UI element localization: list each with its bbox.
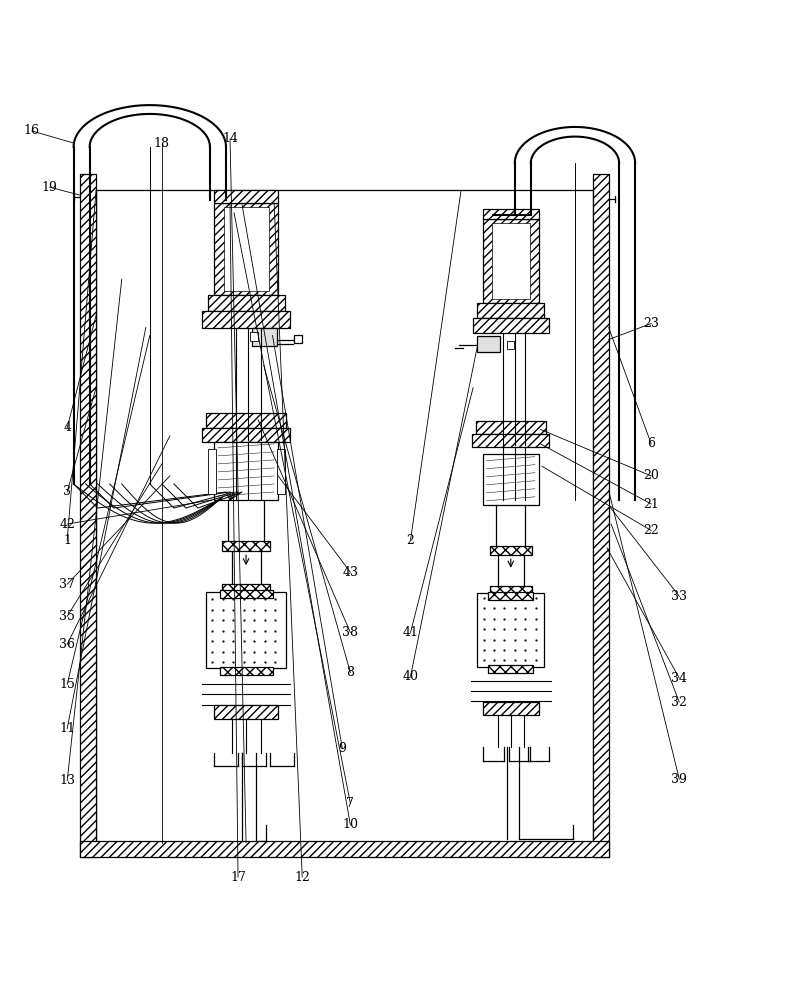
Bar bbox=[220, 590, 273, 598]
Text: 33: 33 bbox=[671, 590, 687, 603]
Text: 12: 12 bbox=[295, 871, 310, 884]
Bar bbox=[483, 702, 539, 715]
Bar bbox=[222, 541, 270, 551]
Text: 15: 15 bbox=[60, 678, 75, 691]
Text: 6: 6 bbox=[647, 437, 655, 450]
Bar bbox=[476, 421, 546, 434]
Text: 18: 18 bbox=[154, 137, 170, 150]
Text: 16: 16 bbox=[24, 124, 40, 137]
Bar bbox=[477, 593, 544, 667]
Text: 1: 1 bbox=[63, 534, 71, 547]
Text: 10: 10 bbox=[342, 818, 358, 831]
Bar bbox=[214, 705, 279, 719]
Text: 36: 36 bbox=[60, 638, 75, 651]
Text: 11: 11 bbox=[60, 722, 75, 735]
Text: 38: 38 bbox=[342, 626, 358, 639]
Text: 17: 17 bbox=[230, 871, 246, 884]
Bar bbox=[477, 336, 500, 352]
Bar bbox=[208, 295, 285, 311]
Text: 4: 4 bbox=[63, 421, 71, 434]
Bar bbox=[214, 442, 279, 500]
Bar bbox=[592, 174, 609, 857]
Bar bbox=[294, 335, 302, 343]
Bar bbox=[208, 449, 216, 494]
Text: 32: 32 bbox=[671, 696, 687, 709]
Text: 19: 19 bbox=[42, 181, 57, 194]
Text: 9: 9 bbox=[338, 742, 346, 755]
Text: 2: 2 bbox=[407, 534, 415, 547]
Text: 42: 42 bbox=[60, 518, 75, 531]
Bar bbox=[224, 207, 269, 291]
Bar bbox=[214, 203, 279, 295]
Bar bbox=[80, 174, 96, 857]
Text: 23: 23 bbox=[643, 317, 659, 330]
Text: 40: 40 bbox=[402, 670, 419, 683]
Bar bbox=[202, 428, 290, 442]
Bar bbox=[206, 592, 287, 668]
Bar bbox=[492, 223, 530, 299]
Bar bbox=[490, 546, 531, 555]
Bar bbox=[220, 667, 273, 675]
Bar bbox=[483, 219, 539, 303]
Bar bbox=[473, 318, 548, 333]
Bar bbox=[507, 341, 514, 349]
Bar bbox=[483, 454, 539, 505]
Text: 43: 43 bbox=[342, 566, 358, 579]
Bar bbox=[222, 584, 270, 594]
Bar bbox=[473, 434, 549, 447]
Bar bbox=[206, 413, 287, 428]
Text: 41: 41 bbox=[402, 626, 419, 639]
Text: 20: 20 bbox=[643, 469, 659, 482]
Text: 3: 3 bbox=[63, 485, 71, 498]
Bar bbox=[489, 592, 533, 600]
Bar bbox=[483, 209, 539, 219]
Text: 35: 35 bbox=[60, 610, 75, 623]
Bar bbox=[250, 332, 258, 341]
Bar bbox=[277, 449, 285, 494]
Text: 34: 34 bbox=[671, 672, 687, 685]
Bar bbox=[477, 303, 544, 318]
Bar bbox=[253, 328, 277, 346]
Text: 7: 7 bbox=[346, 797, 354, 810]
Text: 37: 37 bbox=[60, 578, 75, 591]
Text: 13: 13 bbox=[60, 774, 75, 787]
Bar bbox=[80, 841, 609, 857]
Text: 14: 14 bbox=[222, 132, 238, 145]
Bar bbox=[214, 190, 279, 203]
Text: 39: 39 bbox=[671, 773, 687, 786]
Bar bbox=[489, 665, 533, 673]
Bar bbox=[490, 586, 531, 595]
Text: 22: 22 bbox=[643, 524, 659, 537]
Text: 21: 21 bbox=[643, 498, 659, 511]
Bar bbox=[202, 311, 290, 328]
Text: 8: 8 bbox=[346, 666, 354, 679]
